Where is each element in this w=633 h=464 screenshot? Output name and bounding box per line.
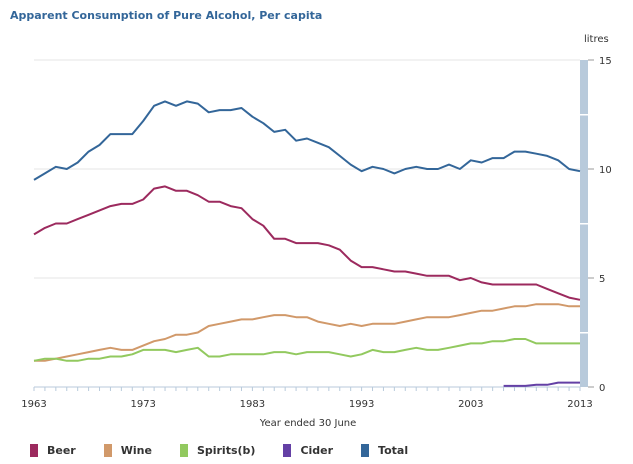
y-tick-label: 10 — [599, 165, 612, 176]
chart-title: Apparent Consumption of Pure Alcohol, Pe… — [10, 9, 323, 22]
legend-label: Wine — [120, 444, 152, 457]
series-line-total — [33, 100, 581, 181]
x-axis-label: Year ended 30 June — [259, 418, 357, 429]
legend-label: Cider — [300, 444, 334, 457]
series-line-cider — [503, 381, 580, 387]
legend-swatch — [179, 444, 188, 457]
series-line-spiritsb — [33, 338, 580, 362]
legend-swatch — [361, 444, 370, 457]
legend-label: Beer — [47, 444, 76, 457]
y-tick-label: 15 — [599, 56, 612, 67]
legend-item[interactable]: Spirits(b) — [179, 444, 256, 457]
x-tick-label: 2013 — [567, 399, 592, 410]
y-tick-label: 5 — [599, 274, 605, 285]
y-axis-label: litres — [584, 34, 609, 45]
legend-label: Total — [378, 444, 409, 457]
legend-label: Spirits(b) — [196, 444, 256, 457]
legend-item[interactable]: Beer — [30, 444, 76, 457]
y-bar-gap — [580, 223, 588, 225]
y-tick-label: 0 — [599, 383, 605, 394]
x-tick-label: 1993 — [349, 399, 374, 410]
line-chart: 1963 1973 1983 1993 2003 2013 0 5 10 15 litres Y… — [21, 34, 612, 429]
series-line-beer — [33, 185, 581, 301]
legend-swatch — [103, 444, 112, 457]
series-line-wine — [34, 303, 580, 362]
x-tick-label: 2003 — [458, 399, 483, 410]
legend-swatch — [30, 444, 38, 457]
legend: Beer Wine Spirits(b) Cider Total — [30, 444, 436, 457]
legend-item[interactable]: Total — [361, 444, 408, 457]
x-tick-label: 1983 — [240, 399, 265, 410]
y-bar-gap — [580, 114, 588, 116]
x-tick-label: 1963 — [21, 399, 46, 410]
legend-item[interactable]: Cider — [283, 444, 333, 457]
legend-swatch — [283, 444, 292, 457]
legend-item[interactable]: Wine — [103, 444, 152, 457]
y-bar-gap — [580, 332, 588, 334]
x-tick-label: 1973 — [130, 399, 155, 410]
